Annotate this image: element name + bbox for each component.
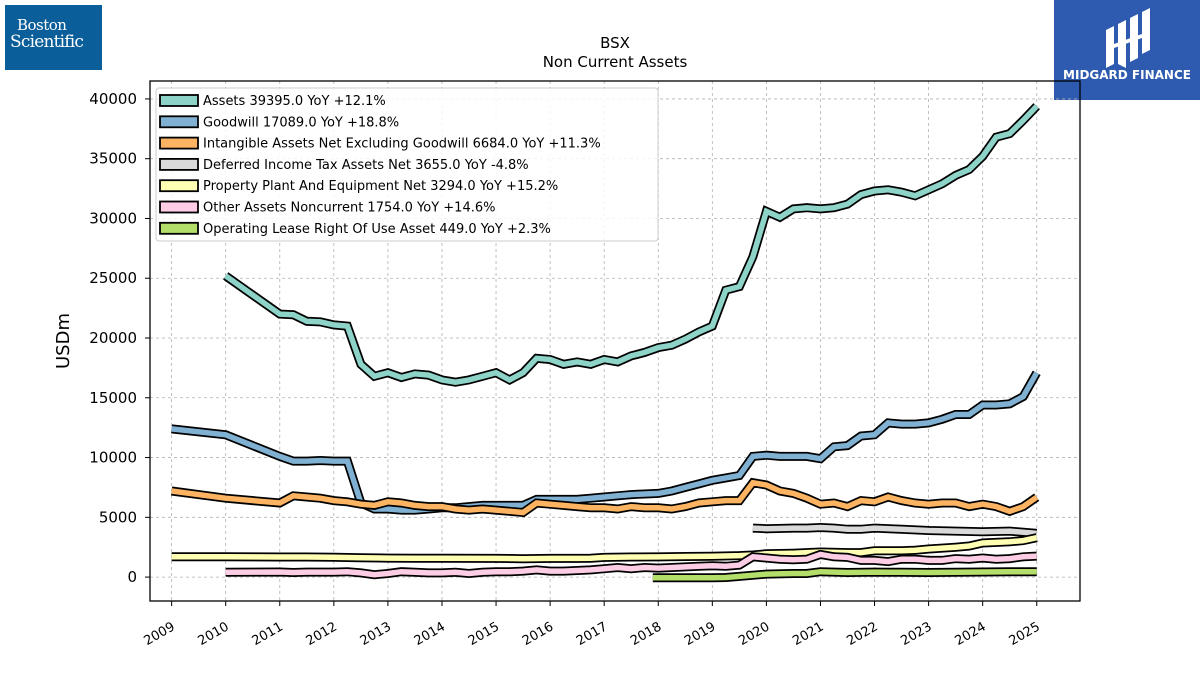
series-line-4: [171, 533, 1038, 564]
plot-frame: [149, 80, 1081, 602]
legend-label: Deferred Income Tax Assets Net 3655.0 Yo…: [203, 158, 529, 173]
x-tick-label: 2011: [250, 619, 286, 649]
legend-label: Intangible Assets Net Excluding Goodwill…: [203, 137, 601, 152]
series-line-0: [223, 103, 1040, 387]
legend-label: Assets 39395.0 YoY +12.1%: [203, 94, 386, 109]
legend-swatch: [159, 136, 199, 150]
series-line-1: [171, 370, 1041, 515]
midgard-emblem-icon: [1106, 8, 1150, 68]
y-tick-label: 30000: [89, 209, 137, 227]
midgard-finance-logo: MIDGARD FINANCE: [1054, 0, 1200, 100]
legend-swatch: [159, 179, 199, 193]
series-line-fill: [752, 524, 1037, 537]
x-tick-label: 2015: [466, 619, 502, 649]
x-tick-label: 2025: [1007, 619, 1043, 649]
x-tick-label: 2023: [898, 619, 934, 649]
x-tick-label: 2009: [141, 619, 177, 649]
legend-swatch: [159, 94, 199, 107]
x-tick-label: 2022: [844, 619, 880, 649]
series-line-fill: [171, 479, 1039, 516]
x-tick-label: 2013: [358, 619, 394, 649]
series-line-5: [225, 549, 1037, 580]
x-tick-label: 2010: [196, 619, 232, 649]
legend-label: Other Assets Noncurrent 1754.0 YoY +14.6…: [203, 201, 495, 216]
series-layer: [171, 103, 1041, 583]
x-tick-label: 2021: [790, 619, 826, 649]
legend-swatch: [159, 115, 199, 129]
legend-item: Property Plant And Equipment Net 3294.0 …: [159, 179, 558, 194]
legend-item: Assets 39395.0 YoY +12.1%: [159, 94, 386, 109]
y-tick-label: 25000: [89, 269, 137, 287]
legend-box: [155, 87, 659, 242]
y-tick-label: 40000: [89, 90, 137, 108]
chart-title: BSX: [600, 34, 630, 52]
legend-item: Other Assets Noncurrent 1754.0 YoY +14.6…: [159, 200, 495, 216]
series-line-2: [171, 477, 1040, 518]
logo-line-1: Boston: [17, 16, 67, 34]
legend-item: Operating Lease Right Of Use Asset 449.0…: [159, 221, 551, 237]
midgard-finance-wordmark: MIDGARD FINANCE: [1063, 68, 1191, 82]
y-axis-label: USDm: [53, 313, 74, 369]
legend-swatch: [159, 157, 199, 171]
x-tick-label: 2012: [304, 619, 340, 649]
legend-item: Intangible Assets Net Excluding Goodwill…: [159, 136, 601, 152]
series-line-fill: [225, 551, 1037, 578]
x-tick-label: 2018: [628, 619, 664, 649]
series-line-fill: [224, 104, 1039, 385]
y-tick-label: 10000: [89, 449, 137, 467]
legend-item: Goodwill 17089.0 YoY +18.8%: [159, 115, 399, 130]
y-tick-label: 20000: [89, 329, 137, 347]
series-line-fill: [171, 535, 1038, 562]
x-tick-label: 2020: [736, 619, 772, 649]
series-line-fill: [652, 568, 1037, 581]
y-tick-label: 15000: [89, 389, 137, 407]
x-tick-label: 2024: [953, 619, 989, 649]
legend-item: Deferred Income Tax Assets Net 3655.0 Yo…: [159, 157, 529, 173]
x-axis-ticks: 2009 2010 2011 2012 2013 2014 2015 2016 2017 2018…: [141, 601, 1043, 649]
y-axis-ticks: 0 5000 10000 15000 20000 25000 30000 35000 40000: [89, 90, 150, 586]
y-tick-label: 35000: [89, 150, 137, 168]
x-tick-label: 2016: [520, 619, 556, 649]
y-tick-label: 0: [127, 568, 137, 586]
legend-swatch: [159, 221, 199, 235]
boston-scientific-logo: Boston Scientific: [5, 5, 102, 70]
legend-label: Goodwill 17089.0 YoY +18.8%: [203, 115, 399, 130]
legend-swatch: [159, 200, 199, 214]
series-line-6: [652, 567, 1037, 583]
x-tick-label: 2017: [574, 619, 610, 649]
x-tick-label: 2019: [682, 619, 718, 649]
series-line-fill: [171, 371, 1040, 513]
chart-subtitle: Non Current Assets: [543, 53, 688, 71]
y-tick-label: 5000: [99, 508, 137, 526]
logo-line-2: Scientific: [10, 32, 84, 52]
legend: Assets 39395.0 YoY +12.1% Goodwill 17089.…: [155, 87, 659, 242]
legend-label: Operating Lease Right Of Use Asset 449.0…: [203, 222, 551, 237]
x-tick-label: 2014: [412, 619, 448, 649]
legend-label: Property Plant And Equipment Net 3294.0 …: [203, 179, 558, 194]
series-line-3: [752, 522, 1038, 538]
